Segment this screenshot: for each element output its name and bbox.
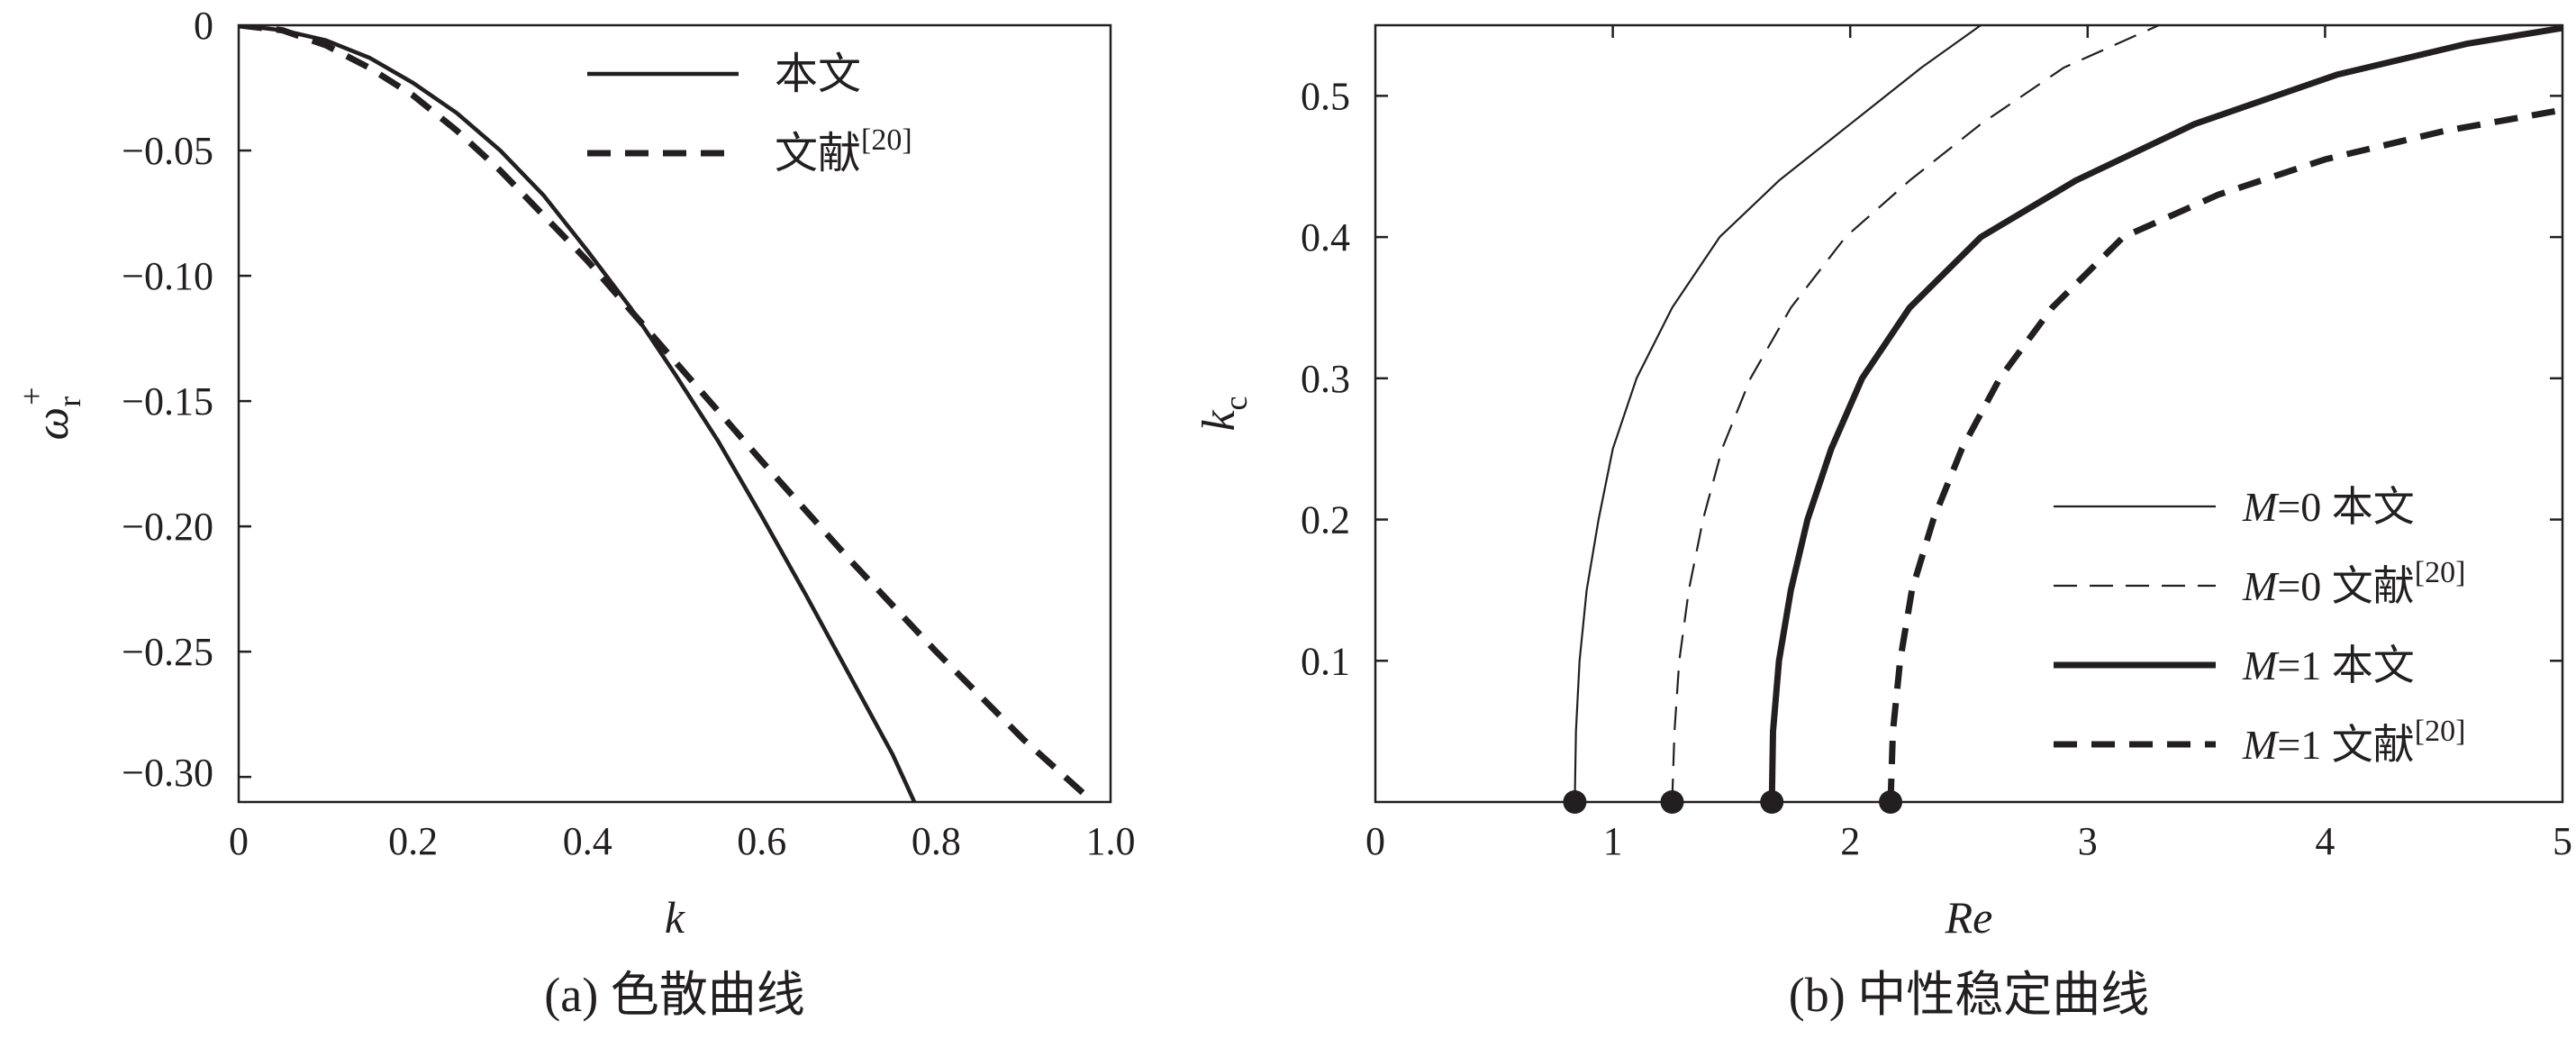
series-line-0	[239, 25, 917, 802]
legend-src: 本文	[775, 50, 861, 98]
y-axis-label-sup: +	[14, 387, 50, 405]
figure-caption: (a) 色散曲线	[544, 968, 804, 1022]
y-tick-label: 0.1	[1301, 639, 1350, 683]
x-tick-label: 0	[1365, 819, 1385, 863]
y-tick-label: 0.2	[1301, 498, 1350, 542]
legend-var: M	[2242, 484, 2280, 530]
legend-entry: 本文	[775, 50, 861, 98]
y-tick-label: 0.3	[1301, 357, 1350, 401]
x-axis-label: Re	[1945, 892, 1993, 943]
y-tick-label: −0.30	[122, 751, 213, 795]
x-tick-label: 2	[1840, 819, 1860, 863]
plot-area	[1574, 25, 2562, 802]
onset-marker	[1660, 790, 1684, 814]
legend-entry: M=1 文献[20]	[2242, 715, 2465, 768]
legend: M=0 本文M=0 文献[20]M=1 本文M=1 文献[20]	[2054, 484, 2465, 768]
y-tick-label: −0.15	[122, 379, 213, 424]
y-axis-label: ωr+	[14, 387, 87, 440]
y-tick-label: 0.4	[1301, 215, 1350, 260]
legend-val: =1	[2277, 722, 2331, 768]
x-tick-label: 5	[2553, 819, 2572, 863]
x-tick-label: 0.2	[388, 819, 438, 863]
figure-caption: (b) 中性稳定曲线	[1789, 968, 2149, 1022]
y-axis-label-sub: r	[51, 396, 87, 407]
legend-entry: M=0 文献[20]	[2242, 556, 2465, 609]
onset-marker	[1563, 790, 1587, 814]
x-tick-label: 1.0	[1086, 819, 1136, 863]
y-tick-label: −0.25	[122, 630, 213, 674]
y-tick-label: −0.05	[122, 129, 213, 173]
y-tick-label: −0.10	[122, 254, 213, 298]
legend-src: 本文	[2332, 484, 2415, 530]
plot-frame	[237, 23, 1112, 804]
dispersion-chart: 0 0.2 0.4 0.6 0.8 1.0 0 −0.05 −0.10 −0.15 −0.20 −0.…	[14, 4, 1136, 1022]
x-tick-label: 4	[2315, 819, 2335, 863]
y-axis-label: kc	[1193, 396, 1254, 431]
legend-val: =0	[2277, 563, 2331, 609]
x-tick-label: 0.4	[563, 819, 612, 863]
y-tick-label: 0.5	[1301, 74, 1350, 118]
onset-marker	[1760, 790, 1784, 814]
series-line-1	[1671, 25, 2160, 802]
legend-entry: 文献[20]	[775, 123, 912, 178]
series-line-2	[1768, 25, 2562, 802]
plot-frame	[1374, 23, 2564, 804]
x-tick-label: 0	[229, 819, 249, 863]
x-tick-label: 0.8	[912, 819, 961, 863]
legend-val: =1	[2277, 643, 2331, 688]
legend-entry: M=0 本文	[2242, 484, 2415, 530]
series-line-1	[239, 25, 1095, 802]
legend-sup: [20]	[861, 123, 912, 157]
x-tick-label: 0.6	[737, 819, 786, 863]
y-axis-label-main: ω	[27, 407, 78, 441]
legend-sup: [20]	[2415, 556, 2466, 589]
y-axis-label-main: k	[1193, 410, 1245, 432]
plot-area	[239, 25, 1095, 802]
x-axis-label: k	[665, 892, 685, 943]
x-tick-label: 3	[2078, 819, 2098, 863]
legend-src: 文献	[775, 130, 861, 178]
legend-src: 文献	[2332, 722, 2415, 768]
series-line-3	[1887, 106, 2562, 802]
y-axis-label-sub: c	[1218, 396, 1254, 410]
legend-val: =0	[2277, 484, 2331, 530]
legend-var: M	[2242, 722, 2280, 768]
legend-src: 本文	[2332, 643, 2415, 688]
legend-src: 文献	[2332, 563, 2415, 609]
series-line-0	[1574, 25, 1982, 802]
x-tick-label: 1	[1603, 819, 1623, 863]
legend-var: M	[2242, 643, 2280, 688]
legend-entry: M=1 本文	[2242, 643, 2415, 688]
legend-var: M	[2242, 563, 2280, 609]
onset-marker	[1879, 790, 1903, 814]
legend-sup: [20]	[2415, 715, 2466, 748]
y-tick-label: 0	[194, 4, 213, 48]
y-tick-label: −0.20	[122, 505, 213, 549]
